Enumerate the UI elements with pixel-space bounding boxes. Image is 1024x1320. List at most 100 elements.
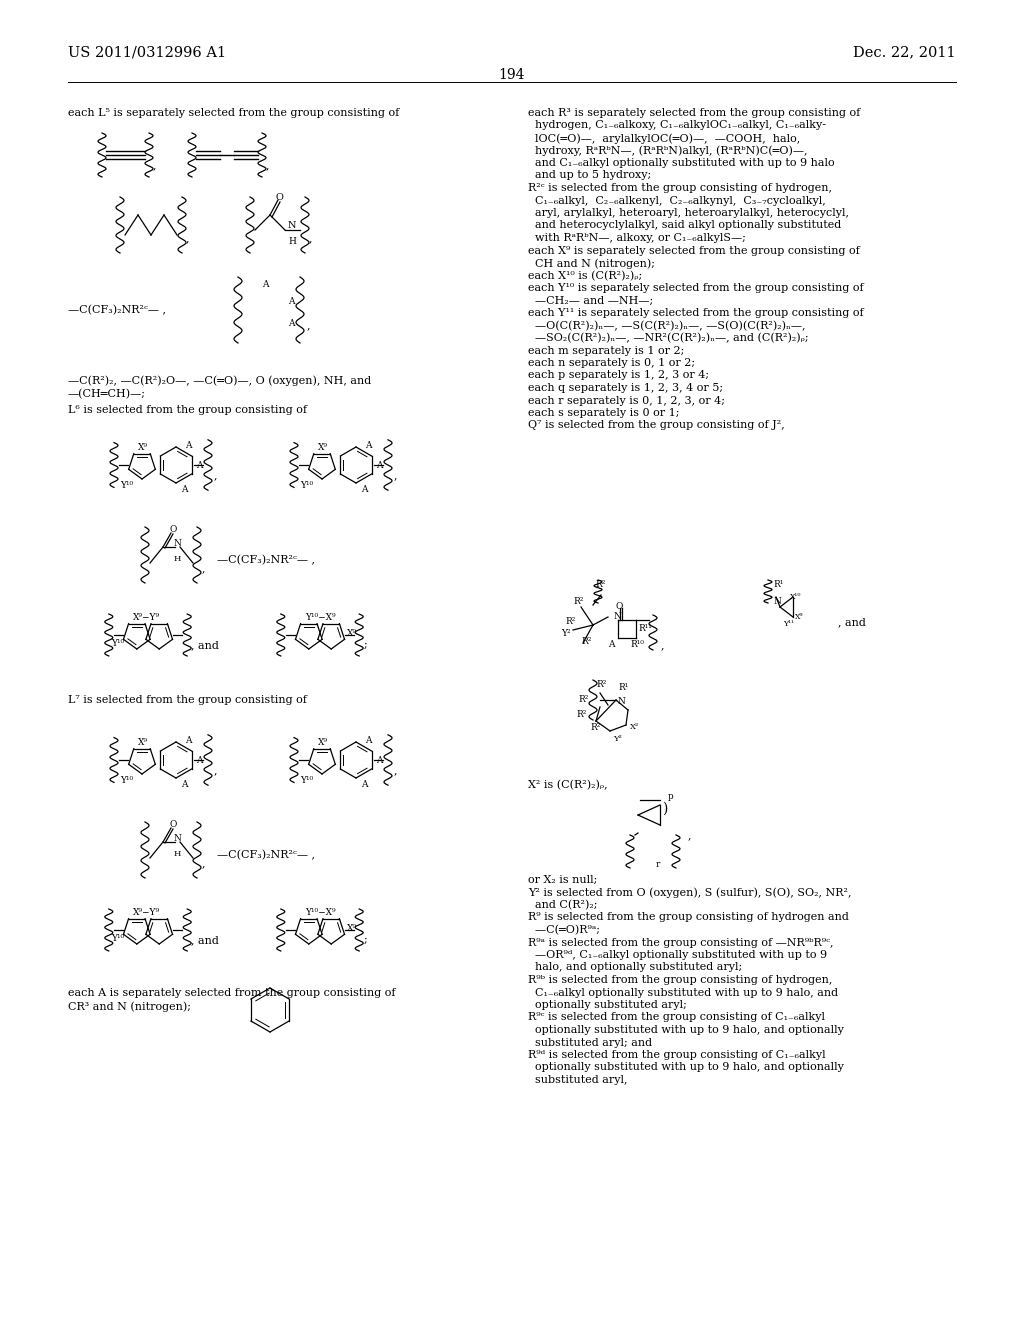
Text: —OR⁹ᵈ, C₁₋₆alkyl optionally substituted with up to 9: —OR⁹ᵈ, C₁₋₆alkyl optionally substituted … xyxy=(528,950,827,960)
Text: A: A xyxy=(288,297,294,306)
Text: N: N xyxy=(288,220,297,230)
Text: L⁶ is selected from the group consisting of: L⁶ is selected from the group consisting… xyxy=(68,405,307,414)
Text: ;: ; xyxy=(364,935,367,945)
Text: X⁹: X⁹ xyxy=(138,738,148,747)
Text: and C₁₋₆alkyl optionally substituted with up to 9 halo: and C₁₋₆alkyl optionally substituted wit… xyxy=(528,158,835,168)
Text: N: N xyxy=(173,539,181,548)
Text: O: O xyxy=(616,602,624,611)
Text: CH and N (nitrogen);: CH and N (nitrogen); xyxy=(528,257,655,268)
Text: each Y¹¹ is separately selected from the group consisting of: each Y¹¹ is separately selected from the… xyxy=(528,308,863,318)
Text: , and: , and xyxy=(191,640,219,649)
Text: O: O xyxy=(276,193,284,202)
Text: lOC(═O)—,  arylalkylOC(═O)—,  —COOH,  halo,: lOC(═O)—, arylalkylOC(═O)—, —COOH, halo, xyxy=(528,133,800,144)
Text: ,: , xyxy=(214,766,217,775)
Text: H: H xyxy=(174,850,181,858)
Text: ,: , xyxy=(307,319,310,330)
Text: Y¹⁰: Y¹⁰ xyxy=(300,480,313,490)
Text: p: p xyxy=(668,792,674,801)
Text: R²: R² xyxy=(575,710,587,719)
Text: A: A xyxy=(608,640,614,649)
Text: N: N xyxy=(773,597,781,606)
Text: ;: ; xyxy=(364,640,367,649)
Text: , and: , and xyxy=(838,616,866,627)
Text: Y²: Y² xyxy=(613,735,622,743)
Text: N: N xyxy=(173,834,181,843)
Text: —C(R²)₂, —C(R²)₂O—, —C(═O)—, O (oxygen), NH, and: —C(R²)₂, —C(R²)₂O—, —C(═O)—, O (oxygen),… xyxy=(68,375,372,385)
Text: R²: R² xyxy=(581,638,592,645)
Text: X¹⁰: X¹⁰ xyxy=(790,593,802,601)
Text: Y¹⁰: Y¹⁰ xyxy=(300,776,313,785)
Text: N: N xyxy=(614,612,622,620)
Text: A: A xyxy=(376,756,383,766)
Text: each r separately is 0, 1, 2, 3, or 4;: each r separately is 0, 1, 2, 3, or 4; xyxy=(528,396,725,405)
Text: ,: , xyxy=(266,160,269,170)
Text: —C(═O)R⁹ᵃ;: —C(═O)R⁹ᵃ; xyxy=(528,925,600,936)
Text: R¹: R¹ xyxy=(773,579,783,589)
Text: X² is (C(R²)₂)ᵨ,: X² is (C(R²)₂)ᵨ, xyxy=(528,780,607,791)
Text: —SO₂(C(R²)₂)ₙ—, —NR²(C(R²)₂)ₙ—, and (C(R²)₂)ᵨ;: —SO₂(C(R²)₂)ₙ—, —NR²(C(R²)₂)ₙ—, and (C(R… xyxy=(528,333,809,343)
Text: optionally substituted aryl;: optionally substituted aryl; xyxy=(528,1001,687,1010)
Text: ,: , xyxy=(688,830,691,840)
Text: each q separately is 1, 2, 3, 4 or 5;: each q separately is 1, 2, 3, 4 or 5; xyxy=(528,383,723,393)
Text: X⁹−Y⁹: X⁹−Y⁹ xyxy=(133,612,160,622)
Text: A: A xyxy=(181,780,187,789)
Text: ,: , xyxy=(153,160,157,170)
Text: R⁹ is selected from the group consisting of hydrogen and: R⁹ is selected from the group consisting… xyxy=(528,912,849,923)
Text: X⁹: X⁹ xyxy=(318,444,328,451)
Text: each X¹⁰ is (C(R²)₂)ᵨ;: each X¹⁰ is (C(R²)₂)ᵨ; xyxy=(528,271,642,281)
Text: R¹¹: R¹¹ xyxy=(638,624,651,634)
Text: US 2011/0312996 A1: US 2011/0312996 A1 xyxy=(68,45,226,59)
Text: N: N xyxy=(618,697,626,706)
Text: Y¹¹: Y¹¹ xyxy=(783,620,794,628)
Text: X⁹: X⁹ xyxy=(347,924,357,933)
Text: X²: X² xyxy=(630,723,639,731)
Text: A: A xyxy=(361,484,368,494)
Text: A: A xyxy=(185,737,191,744)
Text: L⁷ is selected from the group consisting of: L⁷ is selected from the group consisting… xyxy=(68,696,307,705)
Text: Y¹⁰−X⁹: Y¹⁰−X⁹ xyxy=(305,908,336,917)
Text: —C(CF₃)₂NR²ᶜ— ,: —C(CF₃)₂NR²ᶜ— , xyxy=(68,305,166,315)
Text: A: A xyxy=(365,737,372,744)
Text: r: r xyxy=(656,861,660,869)
Text: substituted aryl,: substituted aryl, xyxy=(528,1074,628,1085)
Text: Y¹⁰: Y¹⁰ xyxy=(120,776,133,785)
Text: each p separately is 1, 2, 3 or 4;: each p separately is 1, 2, 3 or 4; xyxy=(528,371,710,380)
Text: each A is separately selected from the group consisting of: each A is separately selected from the g… xyxy=(68,987,395,998)
Text: Y²: Y² xyxy=(561,630,570,638)
Text: —C(CF₃)₂NR²ᶜ— ,: —C(CF₃)₂NR²ᶜ— , xyxy=(217,554,315,565)
Text: and C(R²)₂;: and C(R²)₂; xyxy=(528,900,597,911)
Text: and heterocyclylalkyl, said alkyl optionally substituted: and heterocyclylalkyl, said alkyl option… xyxy=(528,220,842,231)
Text: A: A xyxy=(181,484,187,494)
Text: ,: , xyxy=(394,766,397,775)
Text: —O(C(R²)₂)ₙ—, —S(C(R²)₂)ₙ—, —S(O)(C(R²)₂)ₙ—,: —O(C(R²)₂)ₙ—, —S(C(R²)₂)ₙ—, —S(O)(C(R²)₂… xyxy=(528,321,806,331)
Text: each Y¹⁰ is separately selected from the group consisting of: each Y¹⁰ is separately selected from the… xyxy=(528,282,863,293)
Text: A: A xyxy=(196,756,203,766)
Text: C₁₋₆alkyl,  C₂₋₆alkenyl,  C₂₋₆alkynyl,  C₃₋₇cycloalkyl,: C₁₋₆alkyl, C₂₋₆alkenyl, C₂₋₆alkynyl, C₃₋… xyxy=(528,195,825,206)
Text: ,: , xyxy=(214,470,217,480)
Text: O: O xyxy=(169,820,176,829)
Text: X⁹: X⁹ xyxy=(347,630,357,638)
Text: , and: , and xyxy=(191,935,219,945)
Text: A: A xyxy=(262,280,268,289)
Text: A: A xyxy=(185,441,191,450)
Text: X⁹: X⁹ xyxy=(318,738,328,747)
Text: A: A xyxy=(361,780,368,789)
Text: each s separately is 0 or 1;: each s separately is 0 or 1; xyxy=(528,408,680,418)
Text: R²: R² xyxy=(578,696,589,704)
Text: —C(CF₃)₂NR²ᶜ— ,: —C(CF₃)₂NR²ᶜ— , xyxy=(217,850,315,861)
Text: Y¹⁰: Y¹⁰ xyxy=(120,480,133,490)
Text: each n separately is 0, 1 or 2;: each n separately is 0, 1 or 2; xyxy=(528,358,695,368)
Text: aryl, arylalkyl, heteroaryl, heteroarylalkyl, heterocyclyl,: aryl, arylalkyl, heteroaryl, heteroaryla… xyxy=(528,209,849,218)
Text: with RᵃRᵇN—, alkoxy, or C₁₋₆alkylS—;: with RᵃRᵇN—, alkoxy, or C₁₋₆alkylS—; xyxy=(528,234,745,243)
Text: ): ) xyxy=(662,803,668,816)
Text: Q⁷ is selected from the group consisting of J²,: Q⁷ is selected from the group consisting… xyxy=(528,421,784,430)
Text: R²: R² xyxy=(590,723,600,733)
Text: A: A xyxy=(376,461,383,470)
Text: H: H xyxy=(288,238,296,246)
Text: CR³ and N (nitrogen);: CR³ and N (nitrogen); xyxy=(68,1001,191,1011)
Text: and up to 5 hydroxy;: and up to 5 hydroxy; xyxy=(528,170,651,181)
Text: A: A xyxy=(365,441,372,450)
Text: A: A xyxy=(196,461,203,470)
Text: R²: R² xyxy=(595,579,605,589)
Text: ,: , xyxy=(202,858,206,869)
